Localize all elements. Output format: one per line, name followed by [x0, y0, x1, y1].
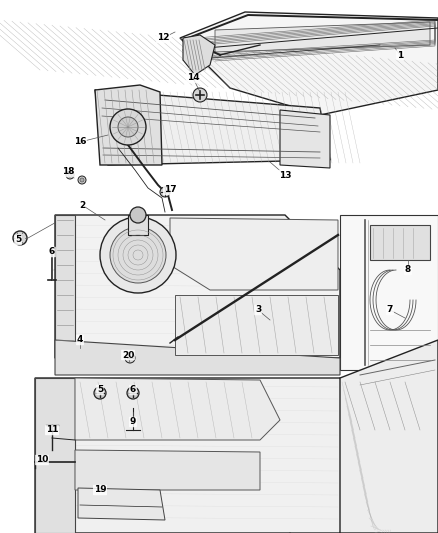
Circle shape	[193, 88, 207, 102]
Polygon shape	[95, 90, 330, 165]
Circle shape	[68, 173, 72, 177]
Bar	[370, 225, 430, 260]
Circle shape	[66, 171, 74, 179]
Polygon shape	[75, 450, 260, 490]
Polygon shape	[35, 378, 380, 533]
Polygon shape	[55, 215, 75, 358]
Circle shape	[118, 117, 138, 137]
Text: 20: 20	[122, 351, 134, 359]
Polygon shape	[78, 488, 165, 520]
Circle shape	[110, 227, 166, 283]
Circle shape	[130, 207, 146, 223]
Circle shape	[160, 187, 170, 197]
Text: 10: 10	[36, 456, 48, 464]
Circle shape	[13, 231, 27, 245]
Polygon shape	[280, 110, 330, 168]
Text: 3: 3	[255, 305, 261, 314]
Polygon shape	[75, 378, 280, 440]
Text: 18: 18	[62, 167, 74, 176]
Polygon shape	[55, 215, 340, 358]
Text: 7: 7	[387, 305, 393, 314]
Text: 6: 6	[130, 385, 136, 394]
Polygon shape	[180, 12, 438, 115]
Circle shape	[127, 387, 139, 399]
Text: 9: 9	[130, 417, 136, 426]
Polygon shape	[95, 85, 162, 165]
Circle shape	[94, 387, 106, 399]
Circle shape	[78, 176, 86, 184]
Circle shape	[125, 353, 135, 363]
Text: 16: 16	[74, 138, 86, 147]
Polygon shape	[35, 378, 75, 533]
Circle shape	[100, 217, 176, 293]
Text: 5: 5	[97, 385, 103, 394]
Polygon shape	[170, 218, 338, 290]
Polygon shape	[183, 35, 215, 75]
Text: 2: 2	[79, 200, 85, 209]
Bar	[128, 215, 148, 235]
Polygon shape	[55, 340, 340, 375]
Text: 8: 8	[405, 265, 411, 274]
Text: 11: 11	[46, 425, 58, 434]
Text: 14: 14	[187, 74, 199, 83]
Polygon shape	[340, 340, 438, 533]
Text: 17: 17	[164, 185, 177, 195]
Circle shape	[110, 109, 146, 145]
Polygon shape	[215, 22, 430, 52]
Text: 19: 19	[94, 486, 106, 495]
Circle shape	[80, 178, 84, 182]
Text: 13: 13	[279, 171, 291, 180]
Bar	[340, 215, 438, 370]
Text: 6: 6	[49, 247, 55, 256]
Text: 4: 4	[77, 335, 83, 344]
Text: 12: 12	[157, 34, 169, 43]
Text: 1: 1	[397, 51, 403, 60]
Polygon shape	[175, 295, 338, 355]
Text: 5: 5	[15, 236, 21, 245]
